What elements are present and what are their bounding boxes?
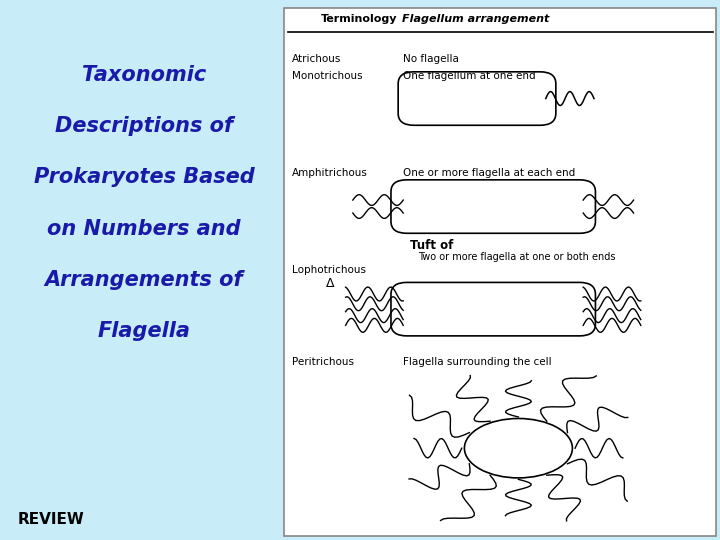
Text: Atrichous: Atrichous [292,55,341,64]
Text: REVIEW: REVIEW [18,511,85,526]
Text: Flagella: Flagella [97,321,191,341]
Text: Monotrichous: Monotrichous [292,71,362,80]
Ellipse shape [464,418,572,478]
Text: Arrangements of: Arrangements of [45,270,243,290]
Text: Amphitrichous: Amphitrichous [292,168,367,178]
Text: Lophotrichous: Lophotrichous [292,265,366,275]
Text: Tuft of: Tuft of [410,239,454,252]
FancyBboxPatch shape [391,282,595,336]
FancyBboxPatch shape [398,72,556,125]
Text: Terminology: Terminology [320,14,397,24]
Text: on Numbers and: on Numbers and [48,219,240,239]
Text: Flagellum arrangement: Flagellum arrangement [402,14,549,24]
Text: Taxonomic: Taxonomic [82,65,206,85]
Text: Two or more flagella at one or both ends: Two or more flagella at one or both ends [418,252,615,261]
Bar [284,8,716,536]
Text: Prokaryotes Based: Prokaryotes Based [34,167,254,187]
Text: Peritrichous: Peritrichous [292,357,354,367]
Text: Descriptions of: Descriptions of [55,116,233,136]
Text: Flagella surrounding the cell: Flagella surrounding the cell [403,357,552,367]
Text: One or more flagella at each end: One or more flagella at each end [403,168,575,178]
FancyBboxPatch shape [391,180,595,233]
Text: One flagellum at one end: One flagellum at one end [403,71,536,80]
Text: No flagella: No flagella [403,55,459,64]
Text: Δ: Δ [326,277,335,290]
